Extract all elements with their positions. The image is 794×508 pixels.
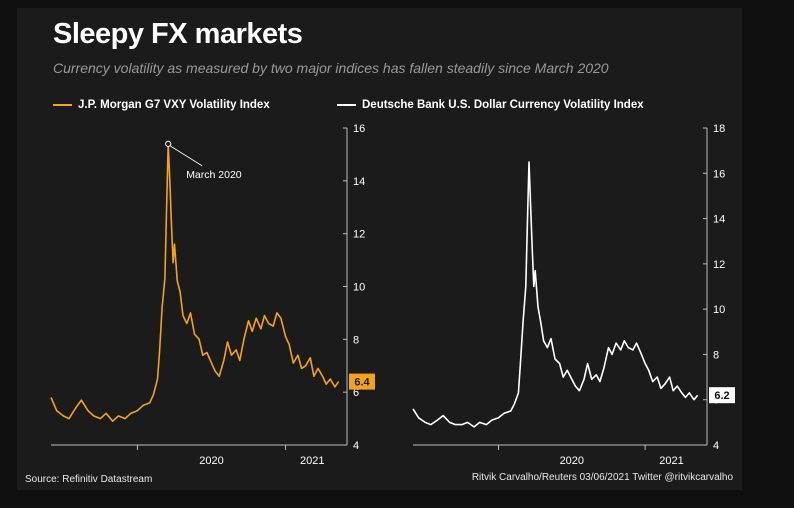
last-value-label-db: 6.2 [714, 390, 729, 402]
y-tick-label-jpm: 16 [353, 123, 365, 135]
annotation-label: March 2020 [186, 169, 242, 181]
x-tick-label-jpm: 2020 [199, 455, 223, 467]
legend-label-deutsche-bank: Deutsche Bank U.S. Dollar Currency Volat… [362, 99, 644, 111]
y-tick-label-db: 4 [713, 440, 719, 452]
source-note: Source: Refinitiv Datastream [25, 474, 153, 485]
y-tick-label-jpm: 14 [353, 176, 365, 188]
credit-note: Ritvik Carvalho/Reuters 03/06/2021 Twitt… [471, 472, 733, 483]
legend-deutsche-bank: Deutsche Bank U.S. Dollar Currency Volat… [337, 99, 644, 111]
x-tick-label-db: 2021 [659, 455, 683, 467]
legend-jpmorgan: J.P. Morgan G7 VXY Volatility Index [53, 99, 270, 111]
legend-swatch-white [337, 104, 356, 106]
legend-swatch-orange [53, 104, 72, 106]
y-tick-label-jpm: 12 [353, 229, 365, 241]
chart-title: Sleepy FX markets [53, 18, 303, 50]
y-tick-label-jpm: 8 [353, 334, 359, 346]
x-tick-label-db: 2020 [560, 455, 584, 467]
y-tick-label-jpm: 10 [353, 282, 365, 294]
annotation-marker [165, 140, 172, 147]
legend-label-jpmorgan: J.P. Morgan G7 VXY Volatility Index [78, 99, 270, 111]
last-value-box-db [709, 387, 735, 404]
annotation-leader [169, 145, 203, 167]
chart-card: Sleepy FX markets Currency volatility as… [17, 8, 742, 490]
y-tick-label-jpm: 4 [353, 440, 359, 452]
y-tick-label-db: 8 [713, 349, 719, 361]
y-tick-label-db: 12 [713, 259, 725, 271]
series-line-jpm [50, 143, 340, 422]
y-tick-label-db: 10 [713, 304, 725, 316]
chart-subtitle: Currency volatility as measured by two m… [53, 60, 609, 76]
y-tick-label-db: 18 [713, 123, 725, 135]
y-tick-label-jpm: 6 [353, 387, 359, 399]
series-line-db [412, 161, 699, 428]
y-tick-label-db: 16 [713, 168, 725, 180]
x-tick-label-jpm: 2021 [300, 455, 324, 467]
last-value-box-jpm [349, 373, 375, 390]
y-tick-label-db: 14 [713, 214, 725, 226]
last-value-label-jpm: 6.4 [354, 377, 370, 389]
